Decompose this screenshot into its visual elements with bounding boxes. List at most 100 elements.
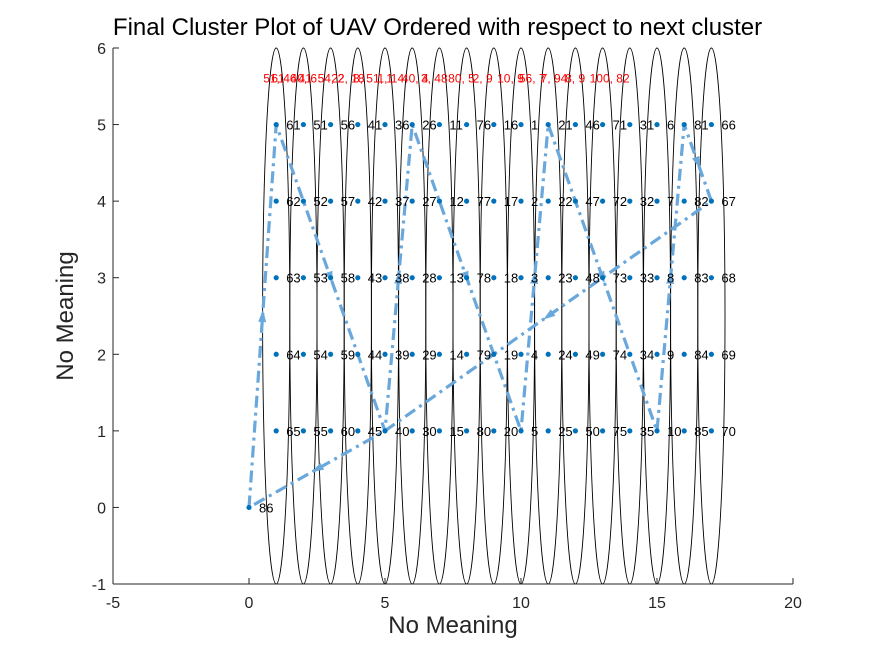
header-label: 51, 46	[263, 72, 297, 86]
data-point	[436, 198, 442, 204]
data-point	[328, 198, 334, 204]
data-point	[681, 428, 687, 434]
y-tick-label: 0	[97, 500, 106, 517]
data-point	[382, 198, 388, 204]
x-tick-label: 15	[648, 595, 666, 612]
data-point	[464, 351, 470, 357]
data-point	[328, 428, 334, 434]
path-arrow	[692, 155, 700, 169]
data-point	[491, 198, 497, 204]
data-point	[355, 198, 361, 204]
data-point	[545, 351, 551, 357]
cluster-ellipses	[262, 47, 726, 585]
point-label: 47	[585, 194, 599, 209]
data-point	[464, 275, 470, 281]
point-label: 85	[694, 424, 708, 439]
data-point	[600, 428, 606, 434]
data-point	[518, 198, 524, 204]
point-label: 62	[286, 194, 300, 209]
point-label: 36	[395, 118, 409, 133]
point-label: 74	[613, 347, 627, 362]
data-point	[627, 198, 633, 204]
x-tick-label: 20	[784, 595, 802, 612]
point-label: 38	[395, 271, 409, 286]
point-label: 41	[368, 118, 382, 133]
point-label: 11	[449, 118, 463, 133]
point-label: 55	[313, 424, 327, 439]
header-label: 40, 6	[290, 72, 317, 86]
point-label: 80	[477, 424, 491, 439]
data-point	[491, 428, 497, 434]
point-label: 24	[558, 347, 572, 362]
header-label: 56, 7	[519, 72, 546, 86]
data-point	[409, 428, 415, 434]
data-point	[409, 275, 415, 281]
point-label: 6	[667, 118, 674, 133]
data-point	[681, 275, 687, 281]
point-label: 20	[504, 424, 518, 439]
point-label: 71	[613, 118, 627, 133]
header-label: 100, 82	[590, 72, 630, 86]
data-point	[300, 198, 306, 204]
point-label: 31	[640, 118, 654, 133]
y-axis-label: No Meaning	[52, 251, 79, 381]
point-label: 13	[449, 271, 463, 286]
point-label: 66	[721, 118, 735, 133]
data-point	[545, 198, 551, 204]
point-label: 59	[341, 347, 355, 362]
data-point	[300, 275, 306, 281]
data-point	[708, 428, 715, 434]
point-label: 77	[477, 194, 491, 209]
data-point	[273, 428, 279, 434]
y-tick-label: 3	[97, 271, 106, 288]
data-point	[464, 121, 470, 128]
point-label: 56	[341, 118, 355, 133]
point-label: 23	[558, 271, 572, 286]
point-label: 12	[449, 194, 463, 209]
data-point	[600, 275, 606, 281]
point-label: 5	[531, 424, 538, 439]
point-label: 51	[313, 118, 327, 133]
point-label: 35	[640, 424, 654, 439]
point-label: 68	[721, 271, 735, 286]
data-point	[491, 121, 497, 128]
header-label: 3, 48	[421, 72, 448, 86]
data-point	[382, 428, 388, 434]
point-label: 2	[531, 194, 538, 209]
point-label: 65	[286, 424, 300, 439]
data-point	[436, 121, 442, 128]
point-label: 83	[694, 271, 708, 286]
data-point	[627, 275, 633, 281]
data-point	[681, 121, 687, 128]
data-point	[654, 275, 660, 281]
data-point	[681, 351, 687, 357]
point-label: 15	[449, 424, 463, 439]
header-label: 7, 94	[541, 72, 568, 86]
point-label: 60	[341, 424, 355, 439]
header-label: 54, 2	[318, 72, 345, 86]
point-label: 81	[694, 118, 708, 133]
point-label: 22	[558, 194, 572, 209]
data-point	[518, 121, 524, 128]
header-label: 61	[271, 72, 285, 86]
point-label: 43	[368, 271, 382, 286]
point-label: 69	[721, 347, 735, 362]
point-label: 53	[313, 271, 327, 286]
point-label: 25	[558, 424, 572, 439]
header-label: 8, 51, 1	[353, 72, 393, 86]
data-point	[328, 121, 334, 128]
point-label: 67	[721, 194, 735, 209]
header-label: 40, 4	[402, 72, 429, 86]
point-label: 70	[721, 424, 735, 439]
header-label: 22, 18	[331, 72, 365, 86]
point-label: 19	[504, 347, 518, 362]
point-label: 42	[368, 194, 382, 209]
data-point	[627, 121, 633, 128]
data-point	[491, 351, 497, 357]
data-point	[545, 121, 551, 128]
path-arrow	[530, 271, 539, 285]
data-point	[572, 275, 579, 281]
y-tick-label: 4	[97, 194, 106, 211]
point-label: 34	[640, 347, 654, 362]
